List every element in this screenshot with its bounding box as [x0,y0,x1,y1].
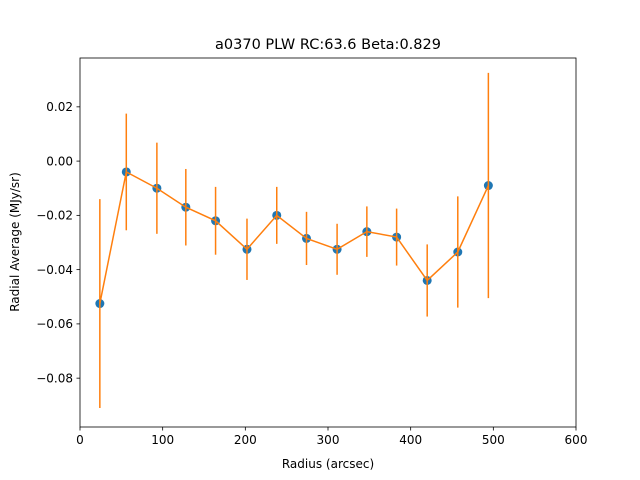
y-tick-label: −0.06 [36,317,73,331]
y-tick-label: −0.02 [36,209,73,223]
y-tick-label: 0.02 [46,100,73,114]
x-tick-label: 600 [565,433,588,447]
plot-area: 0 100 200 300 400 500 600 −0.08 −0.06 −0.04 −0.02 0… [36,57,588,447]
x-tick-label: 300 [317,433,340,447]
x-tick-label: 400 [399,433,422,447]
x-tick-label: 100 [151,433,174,447]
chart-title: a0370 PLW RC:63.6 Beta:0.829 [215,37,441,53]
x-tick-label: 0 [76,433,84,447]
y-tick-label: 0.00 [46,154,73,168]
y-tick-label: −0.08 [36,371,73,385]
series-line [99,170,490,304]
y-axis-label: Radial Average (MJy/sr) [8,172,22,312]
y-tick-label: −0.04 [36,263,73,277]
x-tick-label: 200 [234,433,257,447]
x-axis-label: Radius (arcsec) [282,457,374,471]
x-tick-label: 500 [482,433,505,447]
